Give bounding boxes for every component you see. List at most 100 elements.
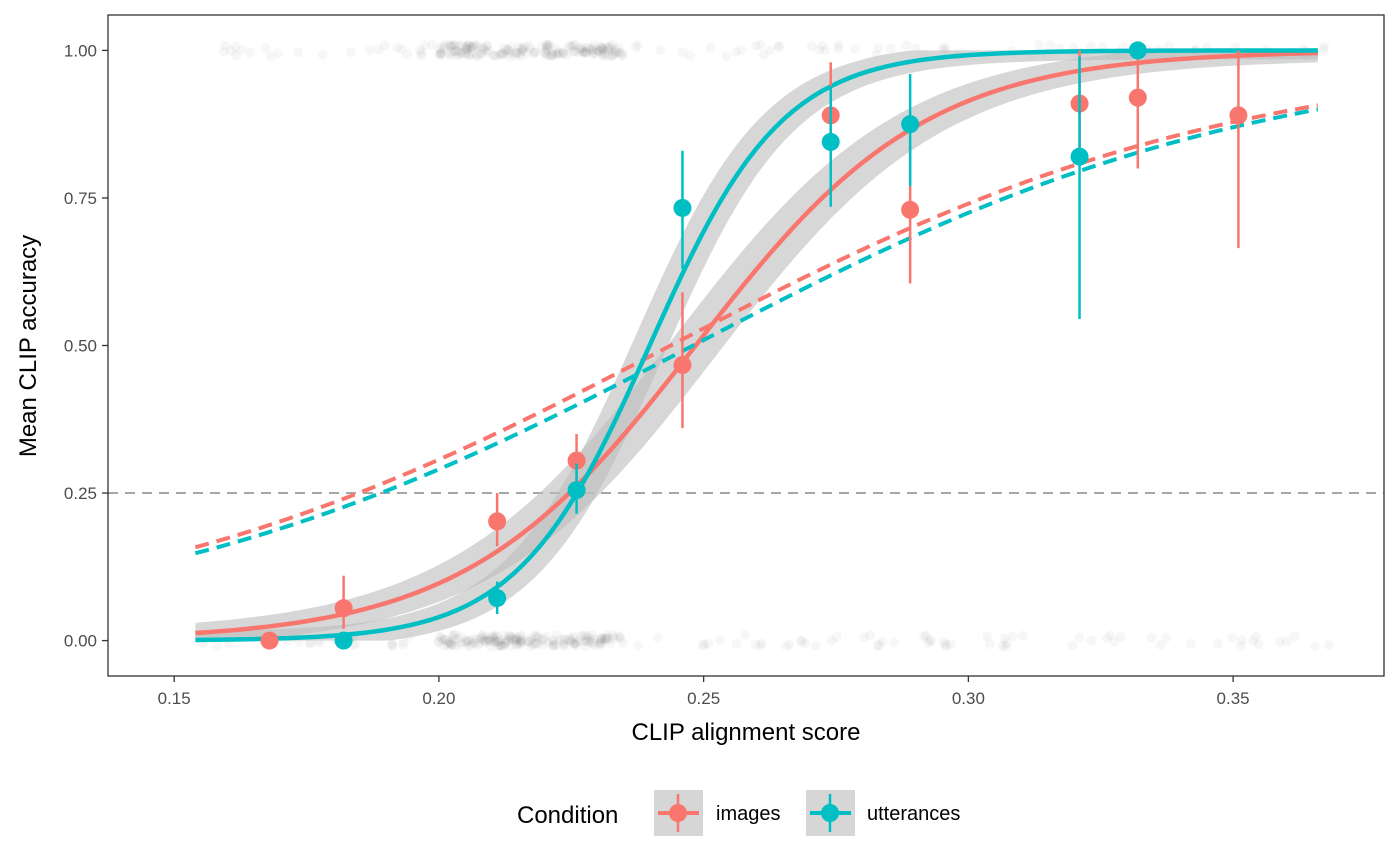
raw-observation-point (452, 47, 462, 57)
y-tick-label: 0.25 (64, 484, 97, 503)
raw-observation-point (886, 44, 896, 54)
raw-observation-point (545, 40, 555, 50)
raw-observation-point (889, 638, 899, 648)
raw-observation-point (1146, 633, 1156, 643)
y-tick-label: 0.75 (64, 189, 97, 208)
panel-background (108, 15, 1384, 676)
raw-observation-point (1324, 640, 1334, 650)
raw-observation-point (1254, 639, 1264, 649)
raw-observation-point (318, 50, 328, 60)
x-tick-label: 0.35 (1217, 689, 1250, 708)
raw-observation-point (501, 45, 511, 55)
raw-observation-point (511, 635, 521, 645)
raw-observation-point (219, 47, 229, 57)
y-axis-title: Mean CLIP accuracy (15, 235, 42, 457)
raw-observation-point (1116, 632, 1126, 642)
raw-observation-point (826, 635, 836, 645)
point-utterances (673, 198, 692, 217)
raw-observation-point (731, 47, 741, 57)
raw-observation-point (380, 40, 390, 50)
point-images (901, 200, 920, 219)
raw-observation-point (653, 633, 663, 643)
x-tick-label: 0.25 (687, 689, 720, 708)
point-images (1128, 88, 1147, 107)
raw-observation-point (581, 641, 591, 651)
raw-observation-point (811, 641, 821, 651)
raw-observation-point (1213, 639, 1223, 649)
raw-observation-point (751, 41, 761, 51)
raw-observation-point (902, 40, 912, 50)
y-tick-label: 0.50 (64, 337, 97, 356)
point-utterances (821, 132, 840, 151)
raw-observation-point (604, 45, 614, 55)
legend-key-images-point (669, 804, 687, 822)
raw-observation-point (759, 50, 769, 60)
raw-observation-point (722, 51, 732, 61)
raw-observation-point (570, 46, 580, 56)
raw-observation-point (212, 641, 222, 651)
confidence-ribbons (195, 50, 1318, 641)
raw-observation-point (1086, 636, 1096, 646)
raw-observation-point (479, 44, 489, 54)
raw-observation-point (1282, 637, 1292, 647)
raw-observation-point (595, 41, 605, 51)
raw-observation-point (715, 635, 725, 645)
raw-observation-point (470, 638, 480, 648)
point-utterances (1070, 147, 1089, 166)
dashed-fit-images (194, 103, 1319, 550)
raw-observation-point (461, 636, 471, 646)
raw-observation-point (1102, 633, 1112, 643)
raw-observation-point (617, 50, 627, 60)
raw-observation-point (873, 641, 883, 651)
legend: Condition images utterances (517, 790, 960, 836)
raw-observation-point (442, 640, 452, 650)
raw-observation-point (921, 630, 931, 640)
raw-observation-point (1074, 633, 1084, 643)
raw-observation-point (514, 49, 524, 59)
raw-observation-point (1236, 641, 1246, 651)
raw-observation-point (472, 50, 482, 60)
axes: 0.15 0.20 0.25 0.30 0.35 0.00 0.25 0.50 0.75 1.00 (64, 41, 1250, 708)
raw-observation-point (633, 640, 643, 650)
raw-observation-point (705, 43, 715, 53)
raw-observation-point (833, 43, 843, 53)
raw-observation-point (1318, 45, 1328, 55)
x-axis-title: CLIP alignment score (631, 719, 860, 746)
raw-observation-point (982, 631, 992, 641)
x-tick-label: 0.15 (158, 689, 191, 708)
raw-observation-point (699, 639, 709, 649)
raw-observation-point (434, 49, 444, 59)
x-tick-label: 0.20 (422, 689, 455, 708)
raw-observation-point (602, 630, 612, 640)
y-tick-label: 1.00 (64, 41, 97, 60)
raw-observation-point (820, 45, 830, 55)
raw-observation-point (1008, 631, 1018, 641)
point-utterances (334, 631, 353, 650)
raw-observation-point (800, 639, 810, 649)
raw-observation-point (850, 44, 860, 54)
raw-observation-point (731, 639, 741, 649)
point-images (488, 512, 507, 531)
raw-observation-point (293, 47, 303, 57)
raw-observation-point (579, 47, 589, 57)
legend-label-images: images (716, 803, 780, 825)
raw-observation-point (568, 638, 578, 648)
raw-observation-point (633, 40, 643, 50)
data-points (260, 41, 1248, 650)
raw-observation-point (488, 630, 498, 640)
ribbon-utterances (195, 50, 1318, 641)
point-utterances (901, 115, 920, 134)
raw-observation-point (1161, 633, 1171, 643)
point-utterances (567, 481, 586, 500)
raw-observation-point (433, 637, 443, 647)
raw-observation-point (859, 632, 869, 642)
raw-observation-point (398, 640, 408, 650)
raw-observation-point (785, 639, 795, 649)
point-utterances (488, 589, 507, 608)
point-images (334, 599, 353, 618)
y-tick-label: 0.00 (64, 632, 97, 651)
dashed-fit-utterances (194, 107, 1319, 556)
x-tick-label: 0.30 (952, 689, 985, 708)
raw-observation-point (415, 45, 425, 55)
point-images (1229, 106, 1248, 125)
